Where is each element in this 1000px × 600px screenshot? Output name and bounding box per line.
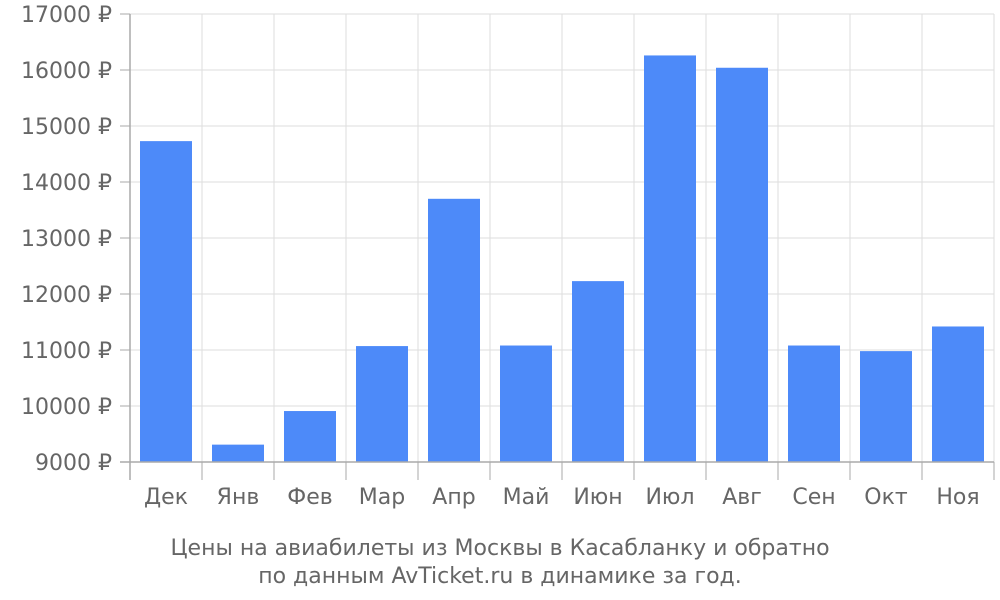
x-tick-label: Янв: [217, 485, 260, 510]
bar: [284, 411, 336, 462]
bar-chart: 9000 ₽ 10000 ₽ 11000 ₽ 12000 ₽ 13000 ₽ 14000 …: [21, 3, 995, 510]
x-tick-label: Ноя: [936, 485, 979, 510]
bar: [644, 55, 696, 462]
y-tick-label: 12000 ₽: [21, 283, 112, 308]
y-tick-label: 10000 ₽: [21, 395, 112, 420]
bars-layer: [140, 55, 984, 463]
bar: [356, 346, 408, 462]
labels-layer: 9000 ₽ 10000 ₽ 11000 ₽ 12000 ₽ 13000 ₽ 14000 …: [21, 3, 980, 510]
x-tick-label: Май: [503, 485, 550, 510]
bar: [140, 141, 192, 462]
chart-caption-line-1: Цены на авиабилеты из Москвы в Касабланк…: [170, 536, 830, 561]
bar: [716, 67, 768, 462]
grid-layer: [129, 13, 995, 463]
y-tick-label: 17000 ₽: [21, 3, 112, 28]
x-tick-label: Сен: [792, 485, 835, 510]
x-tick-label: Июл: [645, 485, 694, 510]
y-tick-label: 14000 ₽: [21, 171, 112, 196]
bar: [500, 345, 552, 462]
bar: [860, 351, 912, 462]
y-tick-label: 11000 ₽: [21, 339, 112, 364]
x-tick-label: Авг: [722, 485, 762, 510]
bar: [572, 281, 624, 462]
bar: [932, 326, 984, 462]
x-tick-label: Окт: [864, 485, 908, 510]
bar: [788, 345, 840, 462]
bar: [428, 198, 480, 463]
y-tick-label: 13000 ₽: [21, 227, 112, 252]
x-tick-label: Дек: [144, 485, 188, 510]
bar: [212, 444, 264, 462]
y-tick-label: 15000 ₽: [21, 115, 112, 140]
axes-layer: [120, 13, 995, 480]
x-tick-label: Апр: [432, 485, 475, 510]
chart-caption-line-2: по данным AvTicket.ru в динамике за год.: [258, 564, 742, 589]
x-tick-label: Фев: [287, 485, 332, 510]
y-tick-label: 16000 ₽: [21, 59, 112, 84]
x-tick-label: Июн: [573, 485, 622, 510]
y-tick-label: 9000 ₽: [35, 451, 112, 476]
x-tick-label: Мар: [359, 485, 405, 510]
